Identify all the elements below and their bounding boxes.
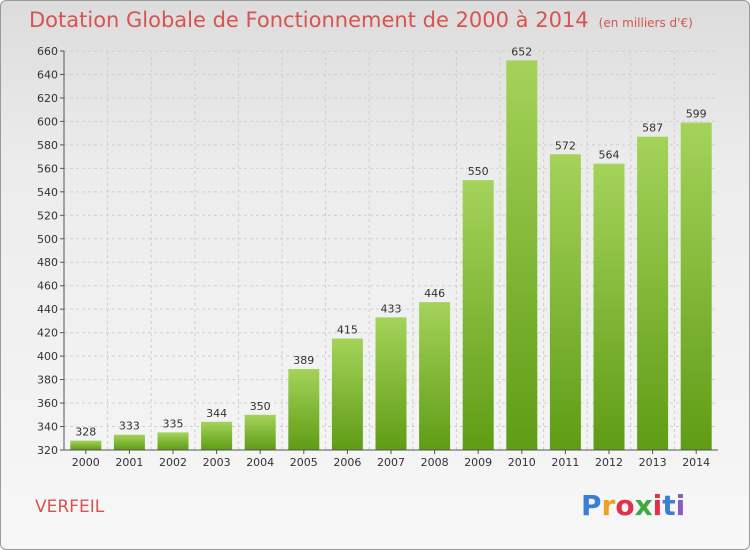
x-tick-label: 2002 <box>159 456 187 469</box>
y-tick-label: 460 <box>37 280 58 293</box>
logo-letter: t <box>662 489 676 522</box>
data-label: 328 <box>75 426 96 439</box>
x-tick-label: 2004 <box>246 456 274 469</box>
bar <box>375 317 407 450</box>
data-label: 389 <box>293 354 314 367</box>
x-tick-label: 2011 <box>551 456 579 469</box>
y-tick-label: 540 <box>37 186 58 199</box>
y-tick-label: 340 <box>37 421 58 434</box>
logo-letter: o <box>615 489 635 522</box>
x-tick-label: 2008 <box>421 456 449 469</box>
y-tick-label: 600 <box>37 115 58 128</box>
bar <box>419 302 451 450</box>
x-tick-label: 2003 <box>203 456 231 469</box>
data-label: 587 <box>642 122 663 135</box>
x-tick-label: 2006 <box>333 456 361 469</box>
bar <box>244 414 276 450</box>
x-tick-label: 2000 <box>72 456 100 469</box>
logo-letter: i <box>675 489 686 522</box>
data-label: 344 <box>206 407 227 420</box>
bar <box>506 60 538 450</box>
axes: 320 340 360 380 400 420 440 460 480 500 520 540 560 5… <box>37 45 718 469</box>
bar <box>637 136 669 450</box>
data-label: 572 <box>555 139 576 152</box>
data-label: 433 <box>381 302 402 315</box>
logo-letter: P <box>581 489 602 522</box>
bar <box>549 154 581 451</box>
bar <box>113 434 145 450</box>
data-label: 550 <box>468 165 489 178</box>
title-text: Dotation Globale de Fonctionnement de 20… <box>29 8 589 32</box>
data-label: 350 <box>250 400 271 413</box>
commune-name: VERFEIL <box>35 497 105 517</box>
data-label: 652 <box>511 45 532 58</box>
x-tick-label: 2005 <box>290 456 318 469</box>
y-tick-label: 500 <box>37 233 58 246</box>
y-tick-label: 580 <box>37 139 58 152</box>
logo-letter: i <box>652 489 663 522</box>
y-tick-label: 320 <box>37 444 58 457</box>
y-tick-label: 360 <box>37 397 58 410</box>
x-tick-label: 2007 <box>377 456 405 469</box>
bar <box>331 338 363 450</box>
bar <box>288 369 320 450</box>
bar <box>462 180 494 450</box>
data-label: 599 <box>686 108 707 121</box>
y-tick-label: 380 <box>37 374 58 387</box>
x-tick-label: 2009 <box>464 456 492 469</box>
x-tick-label: 2010 <box>508 456 536 469</box>
y-tick-label: 660 <box>37 45 58 58</box>
bars: 328 333 335 344 350 389 415 433 446 550 652 572 564 5… <box>70 45 712 451</box>
y-tick-label: 400 <box>37 350 58 363</box>
data-label: 333 <box>119 420 140 433</box>
x-tick-label: 2014 <box>682 456 710 469</box>
bar <box>70 440 102 450</box>
bar <box>201 421 233 450</box>
y-tick-label: 560 <box>37 162 58 175</box>
chart-subtitle: (en milliers d'€) <box>598 16 693 30</box>
y-tick-label: 620 <box>37 92 58 105</box>
bar <box>593 163 625 451</box>
y-tick-label: 440 <box>37 303 58 316</box>
data-label: 446 <box>424 287 445 300</box>
y-tick-label: 420 <box>37 327 58 340</box>
x-tick-label: 2001 <box>115 456 143 469</box>
y-tick-label: 520 <box>37 209 58 222</box>
x-tick-label: 2013 <box>639 456 667 469</box>
logo-letter: x <box>634 489 653 522</box>
chart-title: Dotation Globale de Fonctionnement de 20… <box>29 8 693 32</box>
bar <box>680 122 712 450</box>
x-tick-label: 2012 <box>595 456 623 469</box>
proxiti-logo[interactable]: Proxiti <box>581 489 685 522</box>
y-tick-label: 640 <box>37 68 58 81</box>
logo-letter: r <box>601 489 616 522</box>
bar <box>157 432 189 450</box>
y-tick-label: 480 <box>37 256 58 269</box>
data-label: 415 <box>337 324 358 337</box>
data-label: 335 <box>163 417 184 430</box>
data-label: 564 <box>599 149 620 162</box>
